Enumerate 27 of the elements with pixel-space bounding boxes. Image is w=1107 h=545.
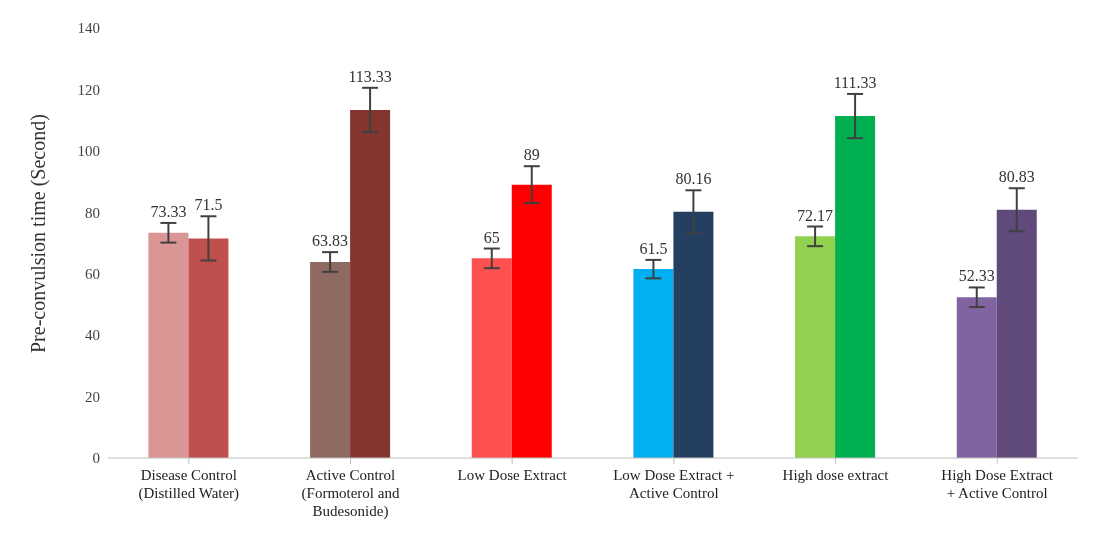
data-label: 71.5	[194, 196, 223, 214]
data-label: 111.33	[833, 73, 877, 91]
x-tick-label: Low Dose Extract	[457, 467, 568, 483]
data-label: 89	[523, 146, 540, 164]
data-label: 52.33	[958, 267, 995, 285]
x-tick-label: High dose extract	[782, 467, 890, 483]
y-tick-label: 20	[85, 388, 100, 405]
x-tick-label: Active Control (Formoterol and Budesonide)	[301, 467, 400, 520]
data-label: 61.5	[639, 239, 668, 257]
y-tick-label: 140	[77, 20, 100, 37]
data-label: 65	[483, 228, 500, 246]
x-tick-label: Low Dose Extract + Active Control	[613, 467, 735, 501]
data-label: 80.83	[998, 168, 1035, 186]
y-tick-label: 0	[92, 450, 100, 467]
y-tick-label: 80	[85, 204, 100, 221]
data-label: 73.33	[150, 202, 187, 220]
y-tick-label: 60	[85, 266, 100, 283]
y-tick-label: 100	[77, 143, 100, 160]
x-tick-label: Disease Control (Distilled Water)	[138, 467, 240, 502]
y-axis-title: Pre-convulsion time (Second)	[27, 114, 51, 353]
data-label: 63.83	[312, 232, 349, 250]
data-label: 72.17	[797, 206, 834, 224]
y-tick-label: 120	[77, 81, 100, 98]
data-label: 113.33	[348, 67, 392, 85]
x-tick-label: High Dose Extract + Active Control	[941, 467, 1054, 501]
y-tick-label: 40	[85, 327, 100, 344]
data-label: 80.16	[675, 170, 712, 188]
